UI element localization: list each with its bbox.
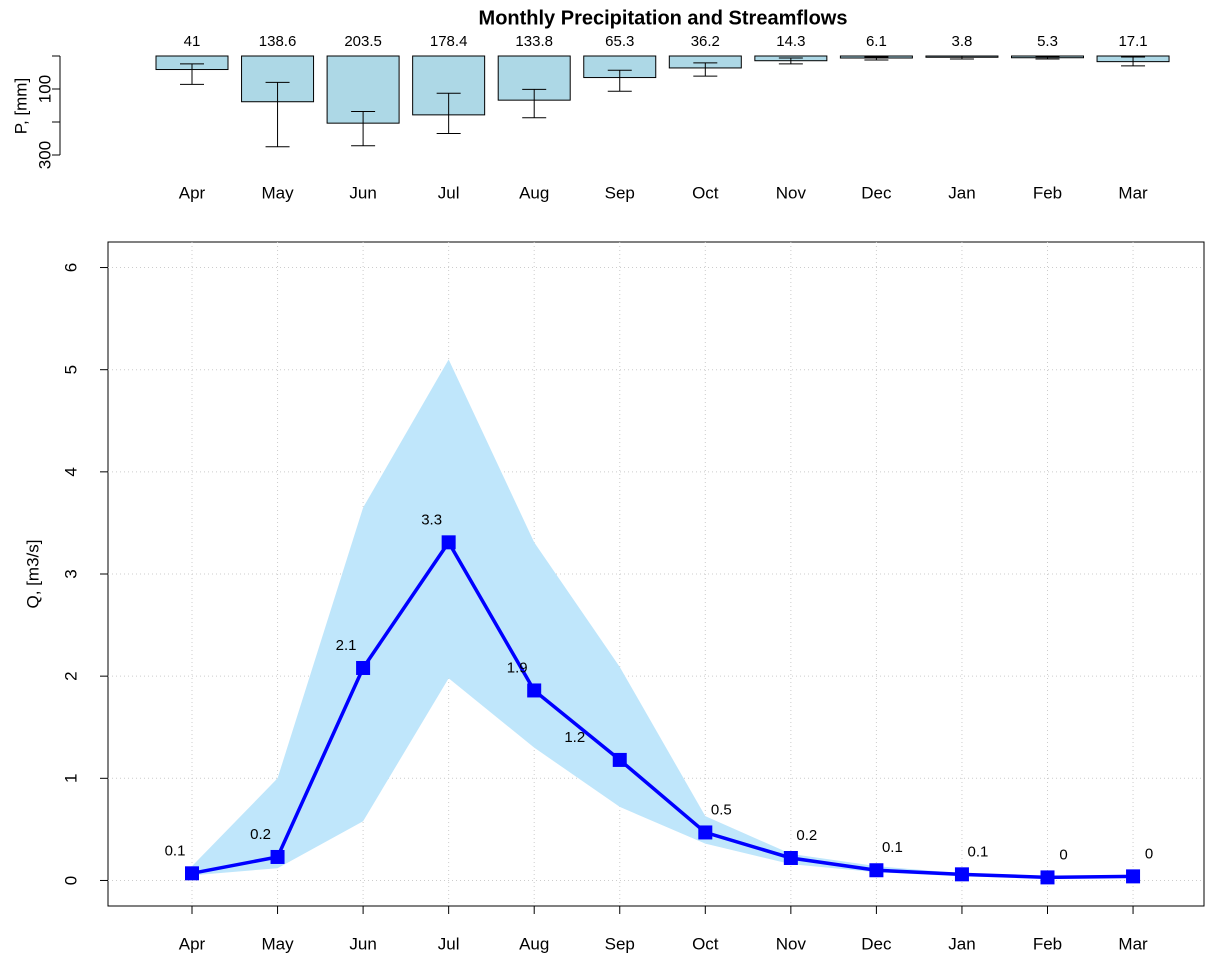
x-tick-label: Nov (776, 183, 807, 202)
x-tick-label: Jun (349, 934, 376, 953)
point (356, 660, 371, 675)
point (441, 535, 456, 550)
value-label: 17.1 (1118, 33, 1147, 50)
x-tick-label: Oct (692, 934, 719, 953)
error-bar (949, 55, 974, 60)
point (783, 850, 798, 865)
value-label: 203.5 (344, 33, 382, 50)
value-label: 6.1 (866, 33, 887, 50)
value-label: 133.8 (515, 33, 553, 50)
y-tick-label: 0 (61, 876, 80, 885)
value-label: 14.3 (776, 33, 805, 50)
x-tick-label: Feb (1033, 183, 1062, 202)
value-label: 1.9 (507, 659, 528, 676)
x-tick-label: Oct (692, 183, 719, 202)
value-label: 2.1 (336, 637, 357, 654)
error-bar (436, 92, 461, 135)
x-tick-label: Dec (861, 183, 892, 202)
x-tick-label: Jul (438, 934, 460, 953)
y-tick-label: 5 (61, 365, 80, 374)
value-label: 41 (184, 33, 201, 50)
value-label: 0.2 (796, 827, 817, 844)
y-tick-label: 6 (61, 263, 80, 272)
x-tick-label: Jul (438, 183, 460, 202)
value-label: 0 (1145, 845, 1153, 862)
value-label: 3.3 (421, 511, 442, 528)
x-tick-label: Mar (1118, 183, 1148, 202)
value-label: 3.8 (952, 33, 973, 50)
error-bar (180, 63, 204, 85)
value-label: 0.5 (711, 801, 732, 818)
x-tick-label: Sep (605, 934, 635, 953)
x-tick-label: Nov (776, 934, 807, 953)
point (698, 825, 713, 840)
value-label: 36.2 (691, 33, 720, 50)
value-label: 0 (1059, 846, 1067, 863)
value-label: 0.1 (968, 843, 989, 860)
value-label: 138.6 (259, 33, 297, 50)
x-tick-label: May (261, 934, 294, 953)
value-label: 0.1 (165, 842, 186, 859)
x-tick-label: Aug (519, 183, 549, 202)
chart-title: Monthly Precipitation and Streamflows (479, 7, 848, 29)
y-tick-label: 2 (61, 671, 80, 680)
x-tick-label: Apr (179, 934, 206, 953)
y-tick-label: 3 (61, 569, 80, 578)
y-tick-label: 300 (35, 141, 54, 169)
point (869, 863, 884, 878)
error-bar (351, 110, 376, 147)
x-tick-label: Apr (179, 183, 206, 202)
y-tick-label: 4 (61, 467, 80, 476)
y-tick-label: 1 (61, 774, 80, 783)
x-tick-label: Jun (349, 183, 376, 202)
error-bar (778, 57, 803, 65)
error-bar (607, 69, 632, 92)
x-tick-label: Sep (605, 183, 635, 202)
x-tick-label: Mar (1118, 934, 1148, 953)
point (270, 849, 285, 864)
x-tick-label: Jan (948, 934, 975, 953)
point (1040, 870, 1055, 885)
error-bar (522, 88, 547, 119)
value-label: 0.1 (882, 839, 903, 856)
range-band (192, 359, 1134, 879)
x-tick-label: May (261, 183, 294, 202)
error-bar (1035, 56, 1060, 60)
value-label: 178.4 (430, 33, 468, 50)
value-label: 5.3 (1037, 33, 1058, 50)
value-label: 0.2 (250, 826, 271, 843)
error-bar (1121, 56, 1146, 67)
point (1126, 869, 1141, 884)
point (954, 867, 969, 882)
point (612, 752, 627, 767)
x-tick-label: Dec (861, 934, 892, 953)
error-bar (693, 62, 718, 77)
point (527, 683, 542, 698)
error-bar (265, 81, 290, 148)
error-bar (864, 56, 889, 61)
y-tick-label: 100 (35, 75, 54, 103)
x-tick-label: Jan (948, 183, 975, 202)
y-axis-label: Q, [m3/s] (23, 540, 42, 609)
point (185, 866, 199, 881)
x-tick-label: Aug (519, 934, 549, 953)
value-label: 1.2 (564, 729, 585, 746)
x-tick-label: Feb (1033, 934, 1062, 953)
series-line (191, 539, 1134, 880)
value-label: 65.3 (605, 33, 634, 50)
y-axis-label: P, [mm] (11, 78, 30, 134)
